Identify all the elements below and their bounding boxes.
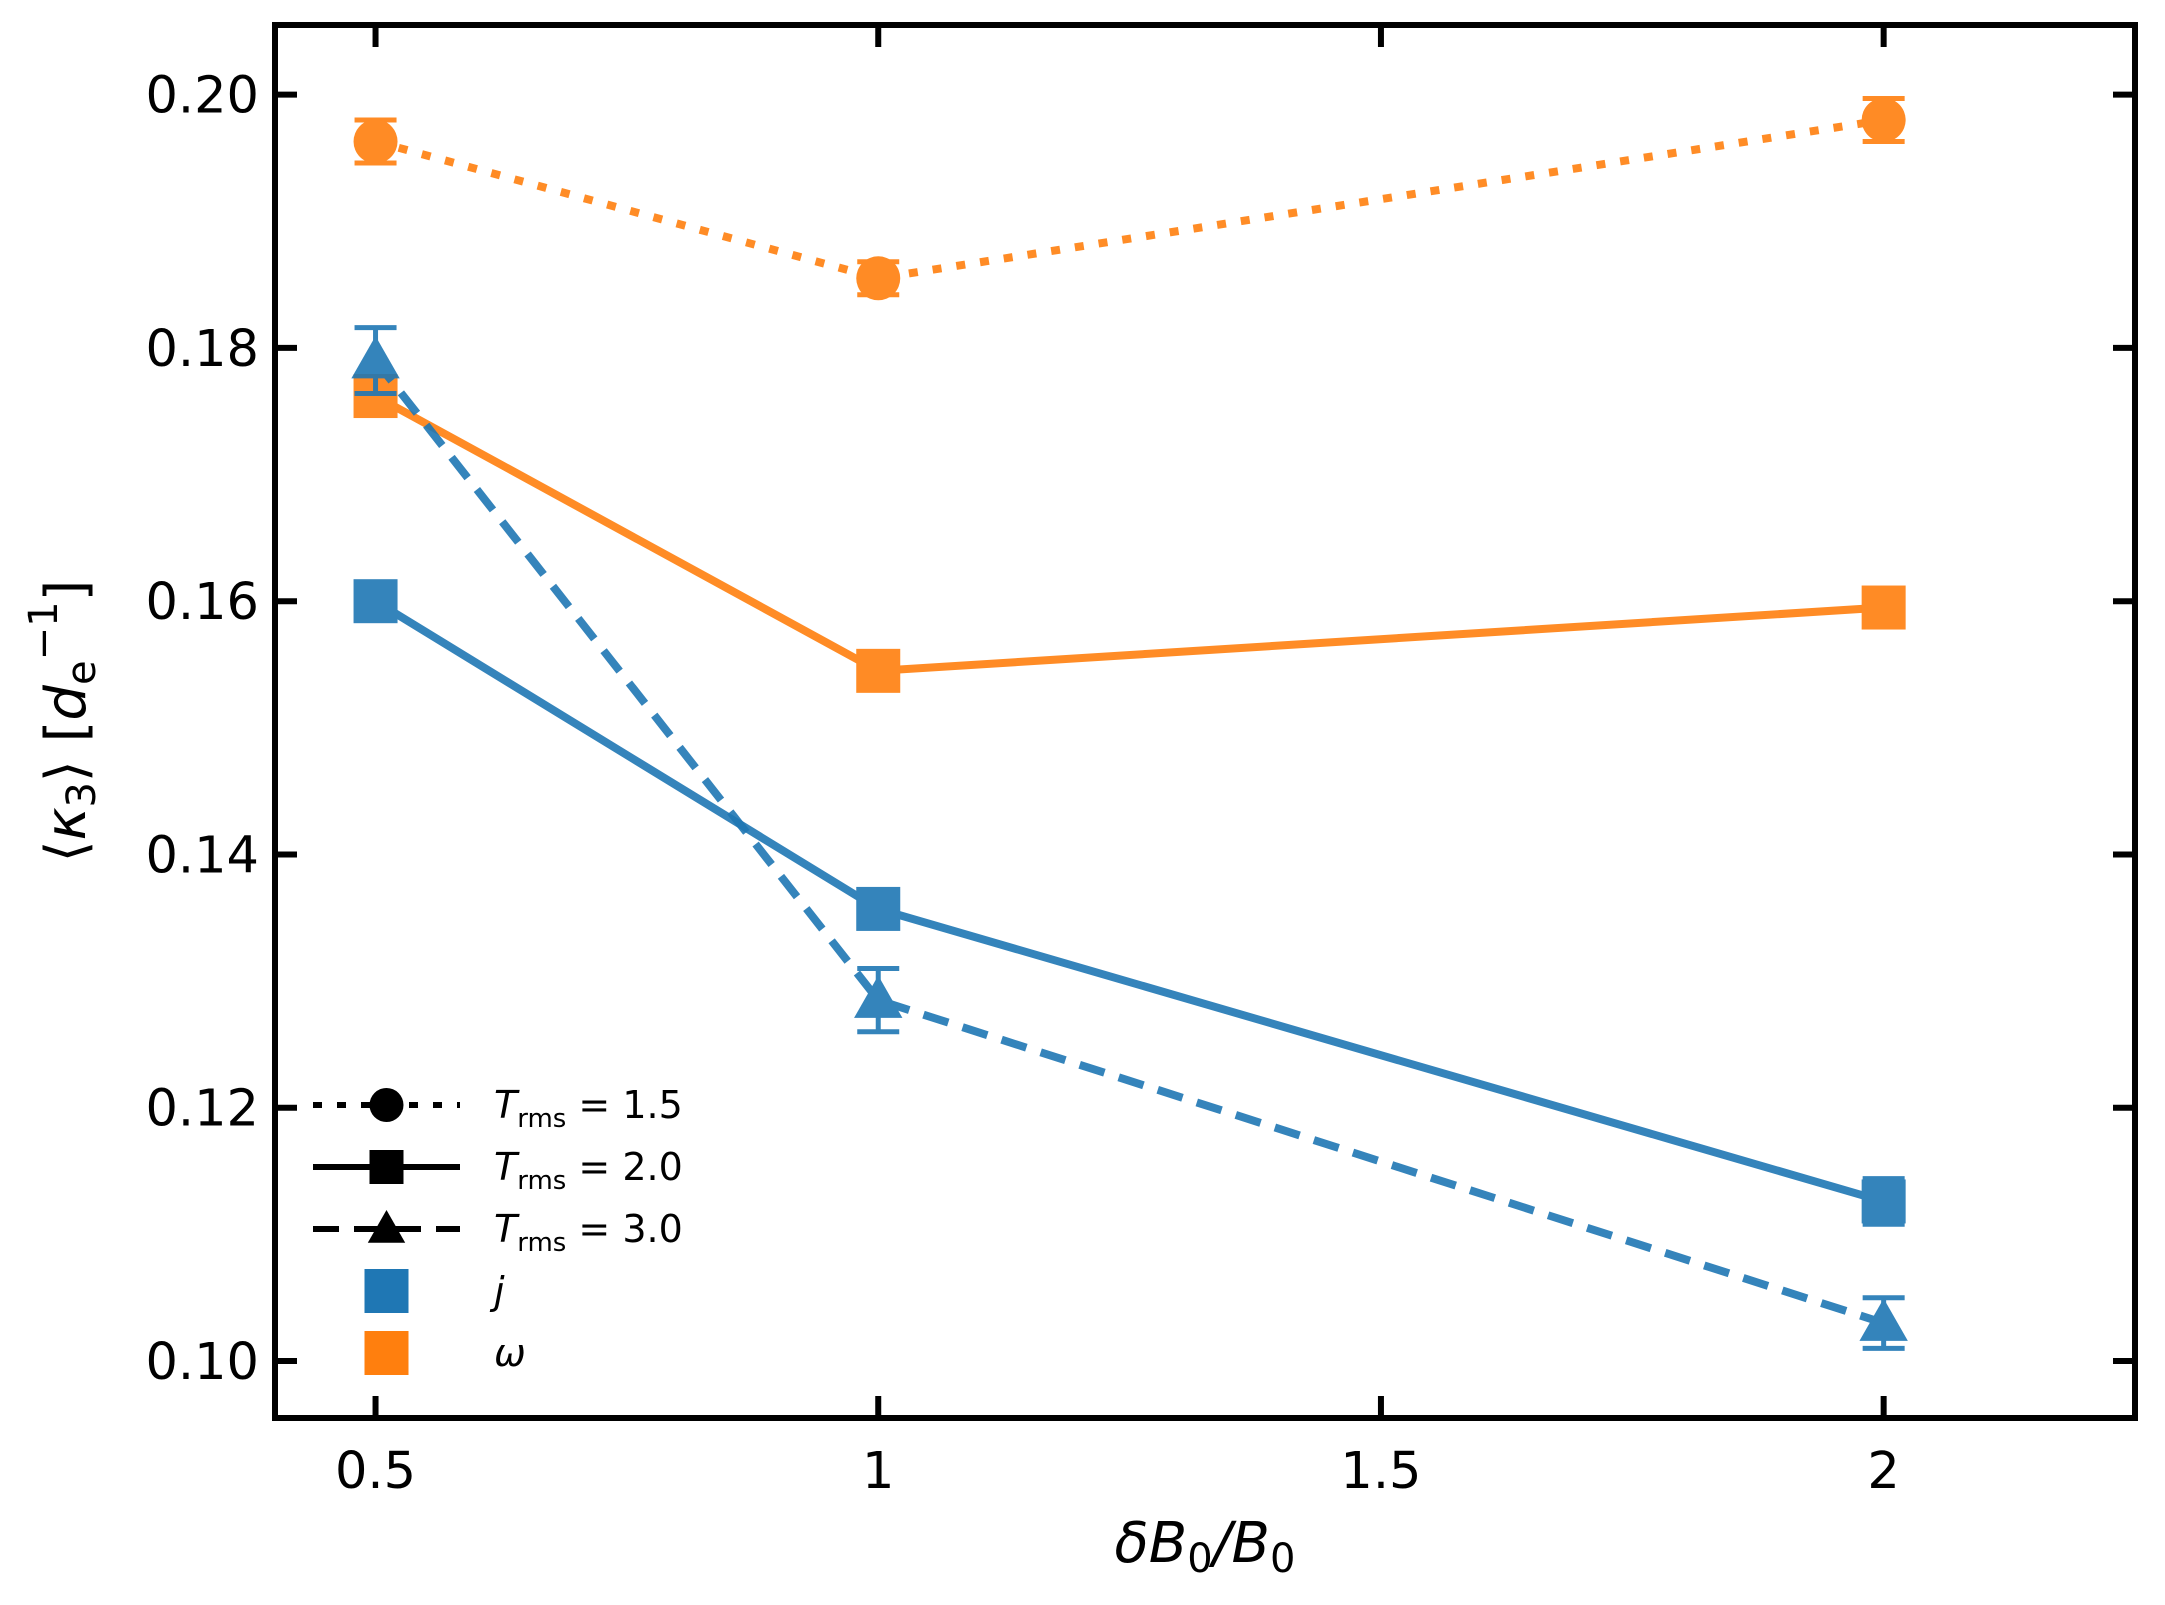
data-point (351, 336, 400, 379)
series-omega-2.0 (353, 374, 1906, 693)
x-axis-label: δB0/B0 (1115, 1511, 1296, 1582)
series-line (372, 358, 1885, 1327)
legend-entry: ω (364, 1331, 526, 1375)
legend-entry: j (364, 1269, 505, 1313)
legend: Trms = 1.5 Trms = 2.0 Trms = 3.0 jω (313, 1083, 683, 1375)
ticks-group: 0.5 1 1.5 2 0.10 0.12 0.14 0.16 0.18 0.20 (145, 25, 2135, 1501)
data-point (856, 648, 901, 693)
y-tick-label: 0.10 (145, 1333, 259, 1392)
x-tick-label: 2 (1867, 1442, 1899, 1501)
legend-entry: Trms = 2.0 (313, 1145, 683, 1196)
legend-entry: Trms = 1.5 (313, 1083, 683, 1134)
series-line (374, 116, 1885, 283)
y-tick-label: 0.18 (145, 320, 259, 379)
legend-label: Trms = 1.5 (494, 1083, 683, 1134)
y-tick-label: 0.20 (145, 67, 259, 126)
y-axis-label: ⟨κ3⟩ [de−1] (21, 580, 105, 863)
legend-marker (369, 1088, 404, 1122)
plot-frame (272, 22, 2138, 1421)
data-point (1859, 1298, 1908, 1341)
legend-entry: Trms = 3.0 (313, 1207, 683, 1258)
data-point (353, 579, 398, 624)
data-point (1861, 97, 1906, 142)
y-tick-label: 0.12 (145, 1080, 259, 1139)
legend-label: j (489, 1269, 505, 1313)
legend-marker (367, 1210, 406, 1243)
series-omega-1.5 (353, 95, 1906, 301)
y-tick-label: 0.14 (145, 826, 259, 885)
svg-text:⟨κ3⟩ [de−1]: ⟨κ3⟩ [de−1] (21, 580, 105, 863)
legend-label: Trms = 2.0 (494, 1145, 683, 1196)
series-j-3.0 (351, 325, 1908, 1351)
legend-swatch (364, 1331, 409, 1375)
x-tick-label: 0.5 (335, 1442, 416, 1501)
data-point (856, 256, 901, 301)
x-tick-label: 1.5 (1340, 1442, 1421, 1501)
legend-marker (369, 1150, 404, 1184)
x-tick-label: 1 (862, 1442, 894, 1501)
series-group (351, 95, 1908, 1351)
y-tick-label: 0.16 (145, 573, 259, 632)
data-point (353, 119, 398, 164)
data-point (1861, 585, 1906, 630)
data-point (854, 975, 903, 1018)
series-line (373, 392, 1884, 675)
series-j-2.0 (353, 579, 1906, 1227)
data-point (856, 886, 901, 931)
legend-label: ω (494, 1331, 526, 1375)
legend-swatch (364, 1269, 409, 1313)
legend-label: Trms = 3.0 (494, 1207, 683, 1258)
data-point (1861, 1179, 1906, 1224)
